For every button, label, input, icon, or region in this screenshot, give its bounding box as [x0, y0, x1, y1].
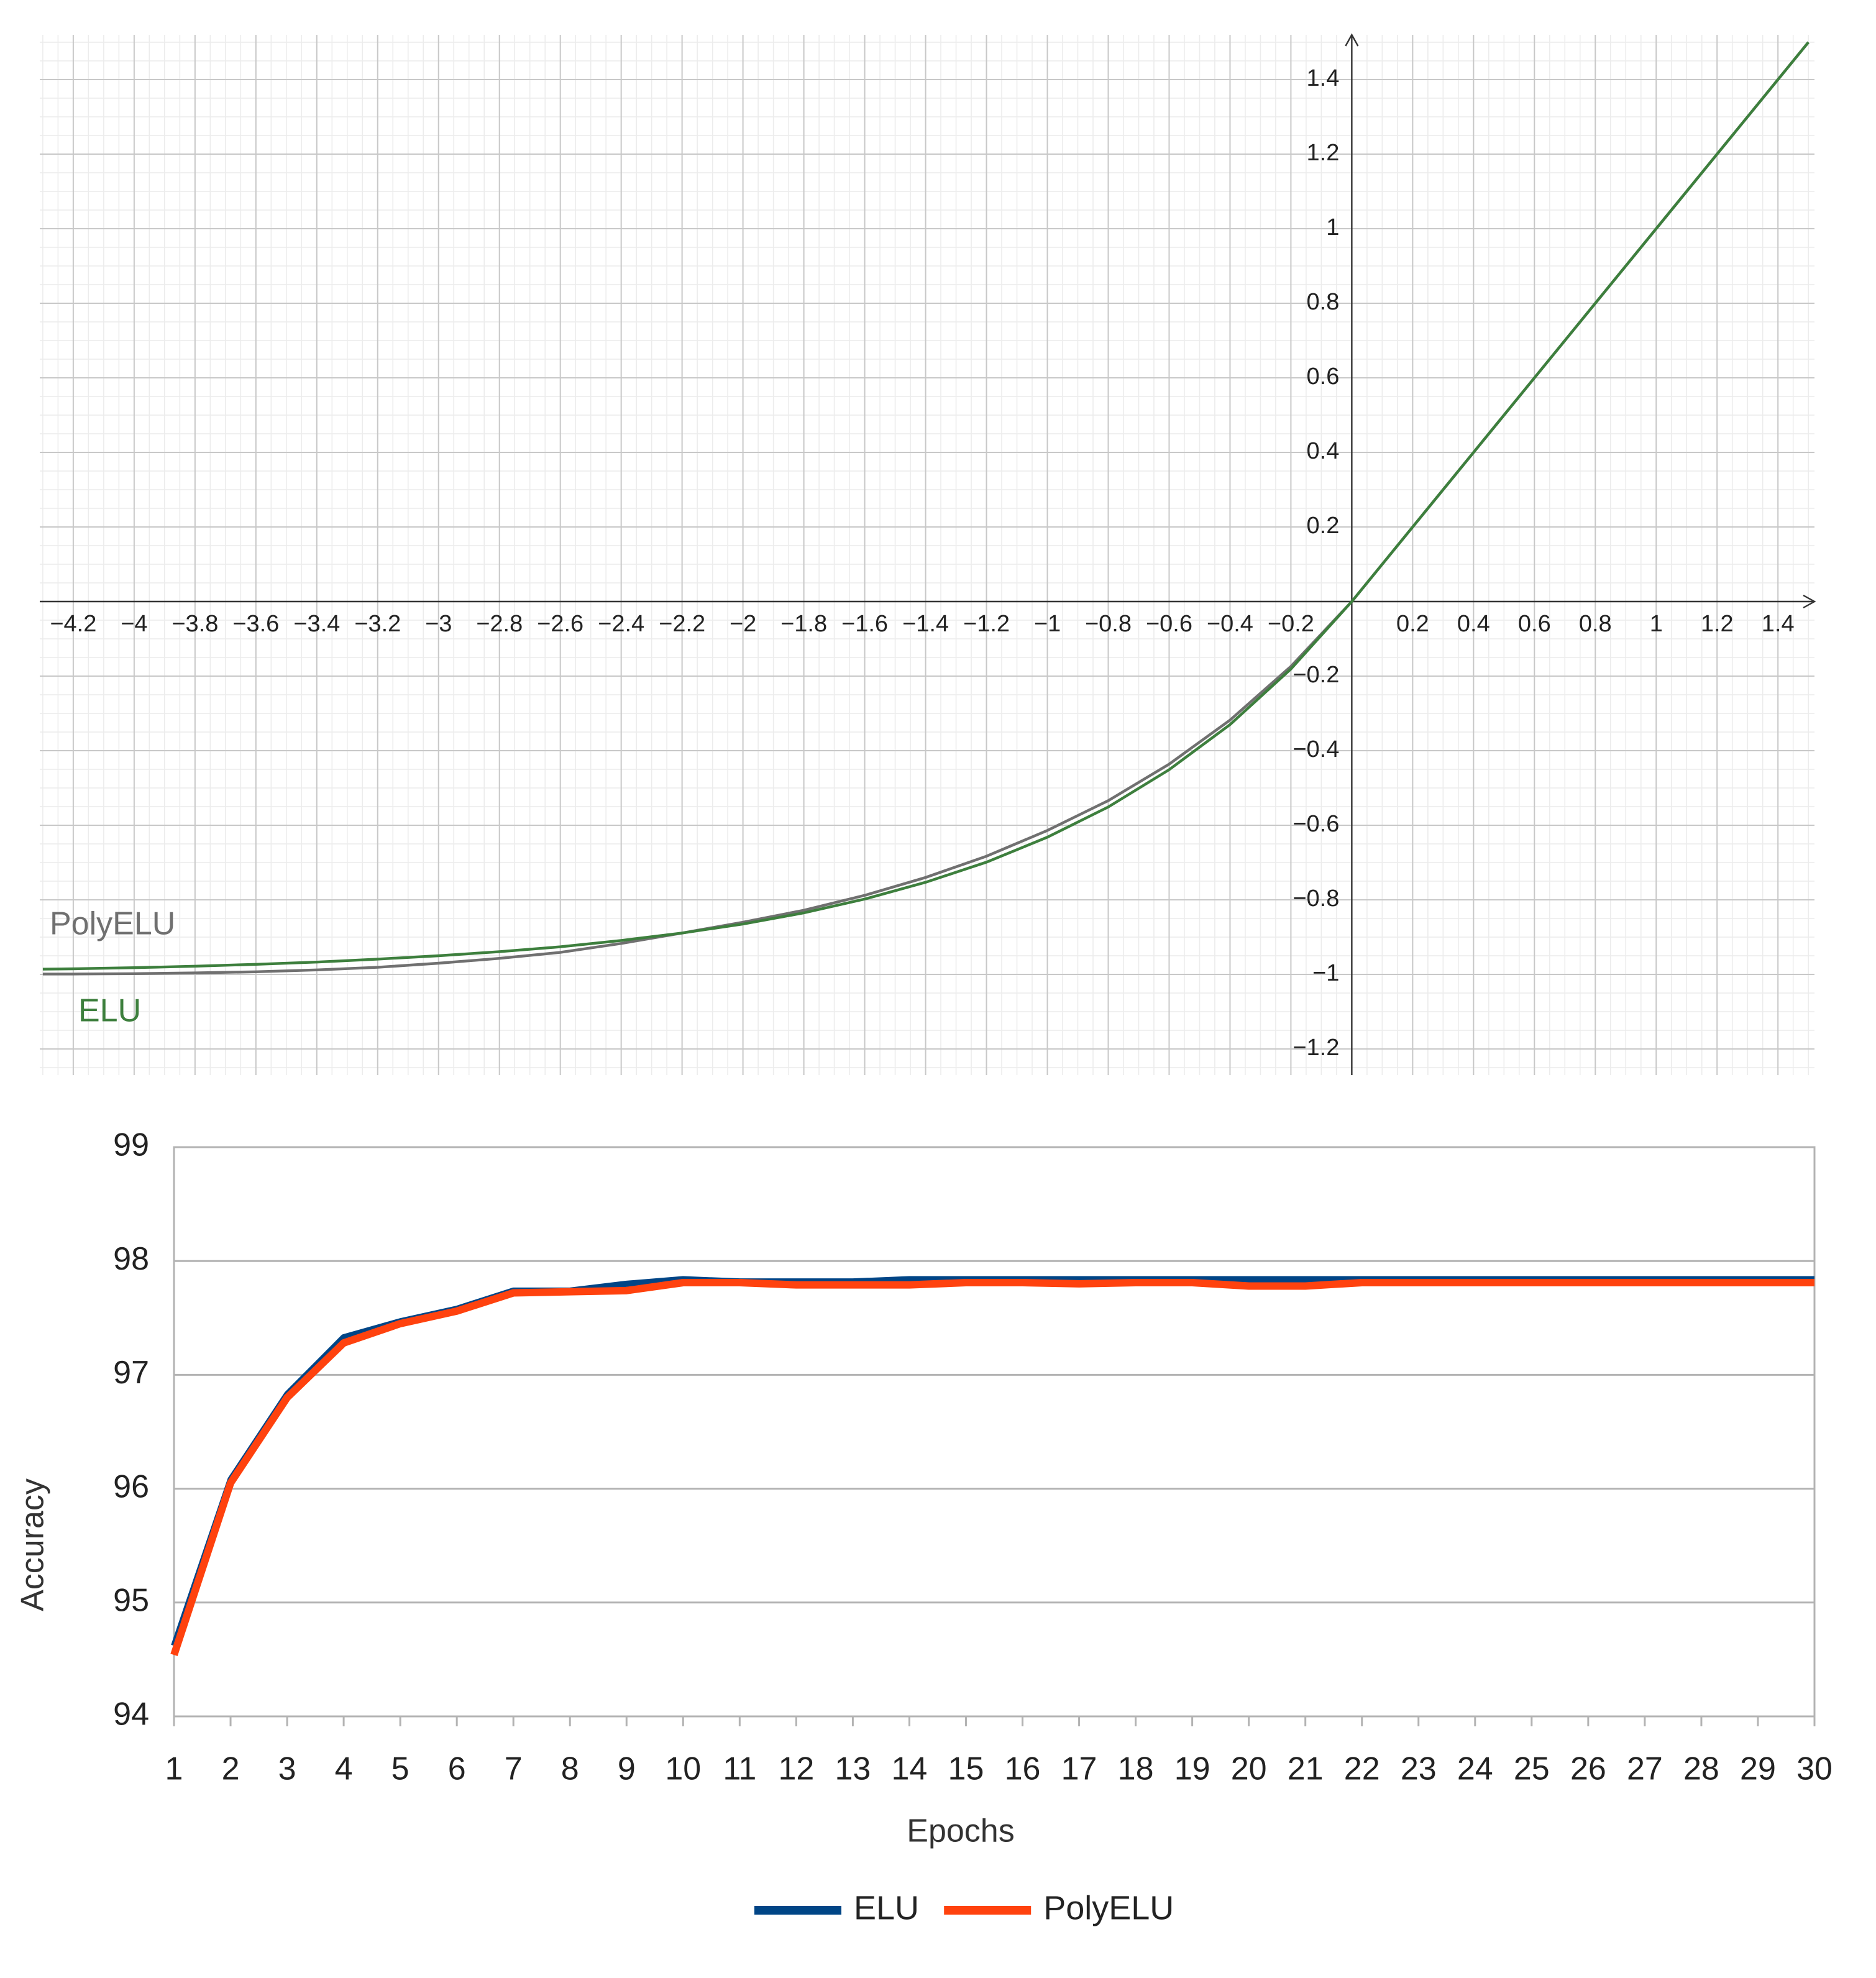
curve-label: PolyELU [50, 906, 175, 942]
y-tick-label: −1.2 [1293, 1035, 1339, 1061]
x-tick-label: 2 [222, 1751, 240, 1787]
x-tick-label: −0.2 [1268, 611, 1314, 637]
x-tick-label: −4 [121, 611, 147, 637]
x-tick-label: 10 [665, 1751, 701, 1787]
y-tick-label: 1.2 [1307, 140, 1340, 166]
y-tick-label: −0.6 [1293, 811, 1339, 837]
x-tick-label: −3.4 [293, 611, 340, 637]
y-tick-label: −1 [1312, 960, 1339, 986]
legend-label: PolyELU [1043, 1889, 1174, 1926]
x-tick-label: 27 [1627, 1751, 1663, 1787]
x-tick-label: −2.8 [476, 611, 523, 637]
y-tick-label: −0.2 [1293, 662, 1339, 688]
x-tick-label: −3 [425, 611, 452, 637]
x-tick-label: 0.4 [1457, 611, 1490, 637]
x-tick-label: 1.4 [1762, 611, 1795, 637]
x-tick-label: 0.8 [1579, 611, 1612, 637]
series-line [171, 1276, 1814, 1647]
x-tick-label: −0.4 [1207, 611, 1253, 637]
x-axis-label: Epochs [907, 1813, 1014, 1849]
x-tick-label: 25 [1514, 1751, 1550, 1787]
x-tick-label: 18 [1118, 1751, 1154, 1787]
x-tick-label: −1.2 [963, 611, 1010, 637]
y-tick-label: −0.4 [1293, 736, 1339, 762]
x-tick-label: 6 [448, 1751, 466, 1787]
x-tick-label: 21 [1288, 1751, 1324, 1787]
x-tick-label: 4 [335, 1751, 353, 1787]
x-tick-label: 12 [778, 1751, 814, 1787]
x-tick-label: 7 [505, 1751, 523, 1787]
x-tick-label: 23 [1401, 1751, 1437, 1787]
x-tick-label: 1 [165, 1751, 183, 1787]
x-tick-label: 22 [1344, 1751, 1380, 1787]
y-tick-label: −0.8 [1293, 886, 1339, 912]
x-tick-label: 30 [1796, 1751, 1833, 1787]
legend-label: ELU [854, 1889, 919, 1926]
y-tick-label: 0.6 [1307, 364, 1340, 390]
x-tick-label: 5 [391, 1751, 410, 1787]
x-tick-label: 1.2 [1701, 611, 1734, 637]
x-tick-label: 26 [1570, 1751, 1606, 1787]
y-tick-label: 1.4 [1307, 65, 1340, 91]
x-tick-label: 15 [948, 1751, 984, 1787]
y-tick-label: 99 [113, 1127, 149, 1163]
curve-label: ELU [78, 993, 141, 1029]
x-tick-label: −2.4 [598, 611, 644, 637]
x-tick-label: 24 [1457, 1751, 1493, 1787]
y-tick-label: 1 [1326, 214, 1339, 240]
x-tick-label: 13 [835, 1751, 871, 1787]
x-tick-label: 8 [561, 1751, 579, 1787]
x-tick-label: −1 [1034, 611, 1061, 637]
y-tick-label: 98 [113, 1241, 149, 1277]
x-tick-label: −4.2 [50, 611, 96, 637]
x-tick-label: 1 [1650, 611, 1663, 637]
x-tick-label: −3.2 [354, 611, 401, 637]
x-tick-label: −3.8 [172, 611, 218, 637]
x-tick-label: 0.2 [1396, 611, 1429, 637]
x-tick-label: 14 [892, 1751, 928, 1787]
y-tick-label: 94 [113, 1696, 149, 1733]
x-tick-label: 17 [1061, 1751, 1097, 1787]
x-tick-label: −1.4 [902, 611, 949, 637]
x-tick-label: −2.2 [659, 611, 705, 637]
x-tick-label: −2 [730, 611, 756, 637]
y-tick-label: 96 [113, 1468, 149, 1504]
x-tick-label: 11 [723, 1751, 756, 1787]
function-curve [42, 41, 1810, 971]
y-tick-label: 0.2 [1307, 513, 1340, 539]
x-tick-label: −3.6 [232, 611, 279, 637]
x-tick-label: 9 [618, 1751, 636, 1787]
x-tick-label: 16 [1005, 1751, 1041, 1787]
x-tick-label: 3 [278, 1751, 296, 1787]
x-tick-label: 0.6 [1518, 611, 1551, 637]
y-tick-label: 0.4 [1307, 438, 1340, 464]
x-tick-label: 19 [1174, 1751, 1210, 1787]
x-tick-label: 28 [1683, 1751, 1719, 1787]
y-axis-label: Accuracy [15, 1478, 51, 1611]
x-tick-label: −0.6 [1146, 611, 1192, 637]
x-tick-label: 20 [1231, 1751, 1267, 1787]
series-line [170, 1279, 1814, 1656]
y-tick-label: 95 [113, 1583, 149, 1619]
x-tick-label: −2.6 [537, 611, 583, 637]
y-tick-label: 97 [113, 1355, 149, 1391]
x-tick-label: 29 [1740, 1751, 1776, 1787]
x-tick-label: −0.8 [1085, 611, 1132, 637]
x-tick-label: −1.6 [841, 611, 888, 637]
x-tick-label: −1.8 [780, 611, 827, 637]
y-tick-label: 0.8 [1307, 289, 1340, 315]
plot-border [173, 1146, 1816, 1718]
